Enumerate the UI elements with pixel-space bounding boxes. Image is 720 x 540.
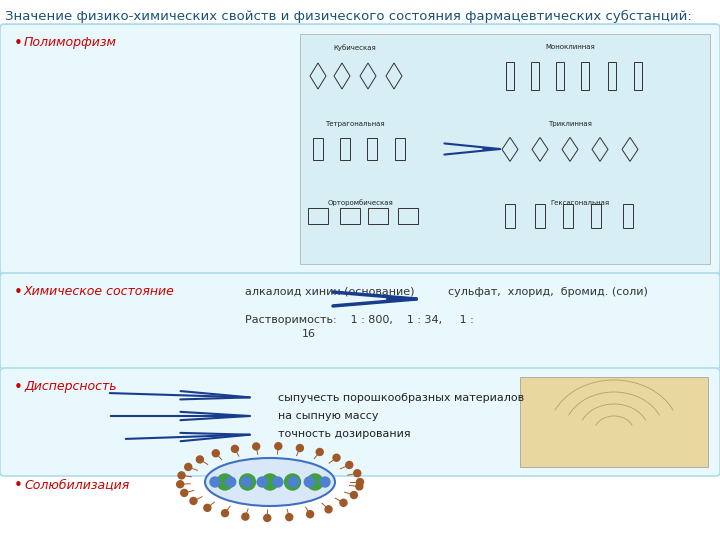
Circle shape: [289, 477, 299, 487]
Circle shape: [178, 472, 185, 479]
Circle shape: [305, 477, 315, 487]
FancyBboxPatch shape: [300, 34, 710, 264]
Circle shape: [356, 478, 364, 485]
Circle shape: [212, 450, 220, 457]
Text: •: •: [14, 380, 23, 395]
Text: Химическое состояние: Химическое состояние: [24, 285, 175, 298]
Text: •: •: [14, 285, 23, 300]
Circle shape: [325, 506, 332, 513]
Circle shape: [231, 446, 238, 453]
Circle shape: [185, 463, 192, 470]
Text: Полиморфизм: Полиморфизм: [24, 36, 117, 49]
Circle shape: [241, 477, 251, 487]
Text: Растворимость:    1 : 800,    1 : 34,     1 :: Растворимость: 1 : 800, 1 : 34, 1 :: [245, 315, 474, 325]
Text: Кубическая: Кубическая: [333, 44, 377, 51]
Circle shape: [307, 511, 314, 518]
Text: Моноклинная: Моноклинная: [545, 44, 595, 50]
FancyBboxPatch shape: [0, 273, 720, 369]
Circle shape: [190, 497, 197, 504]
Circle shape: [204, 504, 211, 511]
Text: Солюбилизация: Солюбилизация: [24, 478, 130, 491]
Circle shape: [242, 513, 249, 520]
Circle shape: [320, 477, 330, 487]
Text: алкалоид хинин (основание): алкалоид хинин (основание): [245, 287, 415, 297]
Circle shape: [197, 456, 203, 463]
Text: Орторомбическая: Орторомбическая: [327, 200, 393, 206]
Text: сыпучесть порошкообразных материалов: сыпучесть порошкообразных материалов: [278, 393, 524, 403]
Circle shape: [346, 462, 353, 469]
Circle shape: [273, 477, 283, 487]
Circle shape: [222, 510, 228, 517]
Ellipse shape: [205, 458, 335, 506]
Text: Гексагональная: Гексагональная: [550, 200, 610, 206]
Circle shape: [176, 481, 184, 488]
Text: Триклинная: Триклинная: [548, 122, 592, 127]
Circle shape: [354, 470, 361, 477]
FancyBboxPatch shape: [0, 24, 720, 274]
FancyBboxPatch shape: [0, 368, 720, 476]
Text: точность дозирования: точность дозирования: [278, 429, 410, 439]
Text: •: •: [14, 478, 23, 493]
Text: 16: 16: [302, 329, 316, 339]
Circle shape: [356, 483, 363, 490]
Text: Дисперсность: Дисперсность: [24, 380, 117, 393]
Circle shape: [275, 443, 282, 450]
Circle shape: [181, 489, 188, 496]
Circle shape: [253, 443, 260, 450]
Circle shape: [333, 454, 340, 461]
Circle shape: [340, 500, 347, 507]
Circle shape: [316, 449, 323, 456]
Circle shape: [257, 477, 267, 487]
FancyBboxPatch shape: [520, 377, 708, 467]
Text: •: •: [14, 36, 23, 51]
Circle shape: [264, 515, 271, 522]
Circle shape: [297, 444, 303, 451]
Circle shape: [217, 474, 233, 490]
Text: Значение физико-химических свойств и физического состояния фармацевтических субс: Значение физико-химических свойств и физ…: [5, 10, 692, 23]
Circle shape: [225, 477, 235, 487]
Text: сульфат,  хлорид,  бромид. (соли): сульфат, хлорид, бромид. (соли): [448, 287, 648, 297]
Circle shape: [262, 474, 278, 490]
Circle shape: [240, 474, 256, 490]
Circle shape: [284, 474, 300, 490]
Circle shape: [307, 474, 323, 490]
Text: Тетрагональная: Тетрагональная: [325, 122, 384, 127]
Circle shape: [286, 514, 293, 521]
Circle shape: [351, 491, 357, 498]
Text: на сыпную массу: на сыпную массу: [278, 411, 379, 421]
Circle shape: [210, 477, 220, 487]
